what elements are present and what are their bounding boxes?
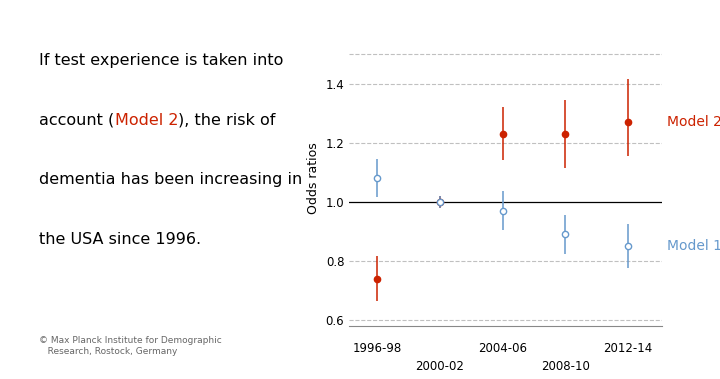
Text: 2012-14: 2012-14 bbox=[603, 342, 652, 355]
Text: Model 2: Model 2 bbox=[114, 113, 178, 128]
Text: 1996-98: 1996-98 bbox=[353, 342, 402, 355]
Text: If test experience is taken into: If test experience is taken into bbox=[40, 53, 284, 68]
Text: Model 1: Model 1 bbox=[667, 239, 720, 253]
Text: account (: account ( bbox=[40, 113, 114, 128]
Y-axis label: Odds ratios: Odds ratios bbox=[307, 142, 320, 214]
Text: Model 2: Model 2 bbox=[667, 115, 720, 129]
Text: 2000-02: 2000-02 bbox=[415, 360, 464, 373]
Text: © Max Planck Institute for Demographic
   Research, Rostock, Germany: © Max Planck Institute for Demographic R… bbox=[40, 336, 222, 356]
Text: the USA since 1996.: the USA since 1996. bbox=[40, 232, 202, 247]
Text: ), the risk of: ), the risk of bbox=[178, 113, 276, 128]
Text: 2008-10: 2008-10 bbox=[541, 360, 590, 373]
Text: 2004-06: 2004-06 bbox=[478, 342, 527, 355]
Text: dementia has been increasing in: dementia has been increasing in bbox=[40, 172, 302, 188]
